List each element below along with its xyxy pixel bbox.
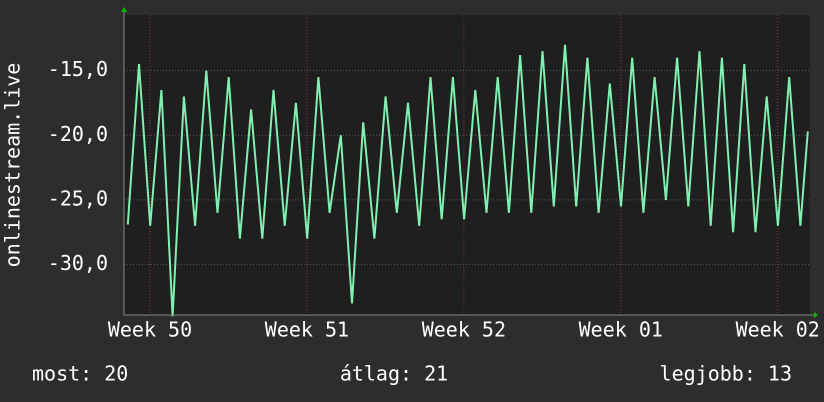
stat-label: most: 20: [32, 362, 128, 386]
x-tick-label: Week 02: [736, 318, 820, 342]
stat-label: átlag: 21: [340, 362, 448, 386]
axis-arrow: [121, 7, 127, 12]
x-tick-label: Week 50: [108, 318, 192, 342]
data-line: [126, 44, 809, 317]
y-axis-label: onlinestream.live: [1, 63, 25, 268]
x-tick-label: Week 51: [265, 318, 349, 342]
stat-label: legjobb: 13: [660, 362, 792, 386]
x-tick-label: Week 52: [422, 318, 506, 342]
y-tick-label: -30,0: [48, 251, 108, 275]
y-tick-label: -15,0: [48, 57, 108, 81]
x-tick-label: Week 01: [579, 318, 663, 342]
axis-arrow: [814, 312, 818, 318]
y-tick-label: -25,0: [48, 186, 108, 210]
y-tick-label: -20,0: [48, 122, 108, 146]
